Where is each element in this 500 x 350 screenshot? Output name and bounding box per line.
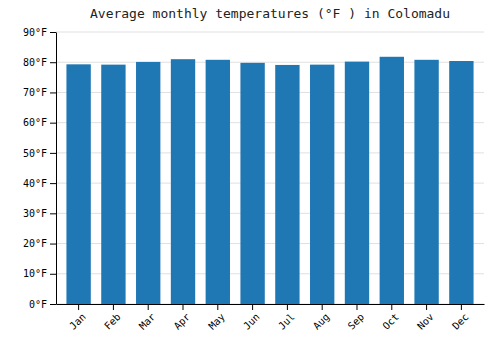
x-tick: Dec — [450, 304, 471, 332]
y-tick: 70°F — [23, 87, 56, 98]
x-tick-label: Sep — [346, 311, 367, 332]
y-tick-label: 0°F — [29, 299, 47, 310]
bar — [136, 62, 160, 304]
y-tick-label: 40°F — [23, 178, 47, 189]
x-tick-label: Jul — [276, 311, 297, 332]
grid — [56, 32, 484, 304]
x-tick-label: Feb — [102, 311, 123, 332]
y-tick-mark — [50, 244, 56, 245]
y-tick-label: 50°F — [23, 148, 47, 159]
x-tick-mark — [217, 304, 218, 310]
x-tick-label: Nov — [415, 311, 436, 332]
x-tick: Apr — [172, 304, 193, 332]
x-tick-mark — [322, 304, 323, 310]
y-axis-line — [56, 33, 57, 305]
x-tick-mark — [287, 304, 288, 310]
x-tick: Jul — [276, 304, 297, 332]
y-tick-mark — [50, 183, 56, 184]
y-tick-mark — [50, 92, 56, 93]
x-tick: May — [206, 304, 227, 332]
y-tick-label: 80°F — [23, 57, 47, 68]
y-tick-label: 10°F — [23, 268, 47, 279]
y-tick: 50°F — [23, 148, 56, 159]
bar — [101, 65, 125, 304]
x-tick-label: Aug — [311, 311, 332, 332]
y-tick-mark — [50, 213, 56, 214]
y-tick-label: 60°F — [23, 117, 47, 128]
bar — [310, 65, 334, 304]
x-tick-label: Mar — [137, 311, 158, 332]
x-tick-mark — [78, 304, 79, 310]
y-tick-mark — [50, 123, 56, 124]
x-tick-mark — [356, 304, 357, 310]
bar — [206, 60, 230, 304]
y-tick: 10°F — [23, 268, 56, 279]
y-tick: 80°F — [23, 57, 56, 68]
grid-line — [56, 32, 484, 33]
y-tick-mark — [50, 274, 56, 275]
x-tick-mark — [252, 304, 253, 310]
bar — [345, 62, 369, 304]
bar — [380, 57, 404, 304]
x-tick: Oct — [380, 304, 401, 332]
x-tick-mark — [391, 304, 392, 310]
x-tick: Jan — [67, 304, 88, 332]
y-tick: 60°F — [23, 117, 56, 128]
y-tick-label: 30°F — [23, 208, 47, 219]
bar — [275, 65, 299, 304]
x-tick-mark — [183, 304, 184, 310]
bar — [240, 63, 264, 304]
plot-area: 0°F 10°F 20°F 30°F 40°F 50°F 60°F 70°F 80°F 90°F J… — [23, 27, 485, 332]
x-tick: Aug — [311, 304, 332, 332]
chart-container: Average monthly temperatures (°F ) in Co… — [0, 0, 500, 350]
x-tick-mark — [148, 304, 149, 310]
x-tick-mark — [461, 304, 462, 310]
y-tick-mark — [50, 62, 56, 63]
y-tick-label: 70°F — [23, 87, 47, 98]
y-tick: 0°F — [29, 299, 56, 310]
chart-title: Average monthly temperatures (°F ) in Co… — [90, 6, 450, 21]
bar — [449, 61, 473, 304]
x-tick-label: Jan — [67, 311, 88, 332]
x-tick-label: Jun — [241, 311, 262, 332]
y-tick-mark — [50, 32, 56, 33]
x-tick: Feb — [102, 304, 123, 332]
bar — [414, 60, 438, 304]
x-tick-mark — [426, 304, 427, 310]
y-tick: 90°F — [23, 27, 56, 38]
x-tick: Mar — [137, 304, 158, 332]
x-tick-label: May — [206, 311, 227, 332]
x-tick-mark — [113, 304, 114, 310]
y-tick: 30°F — [23, 208, 56, 219]
bar — [171, 59, 195, 304]
x-tick: Sep — [346, 304, 367, 332]
y-tick: 20°F — [23, 238, 56, 249]
x-axis-line — [57, 304, 485, 305]
bar — [66, 64, 90, 304]
x-axis: Jan Feb Mar Apr May Jun Jul Aug Sep Oct Nov Dec — [57, 304, 485, 332]
chart-svg: Average monthly temperatures (°F ) in Co… — [0, 0, 500, 350]
y-tick: 40°F — [23, 178, 56, 189]
bars — [66, 57, 473, 304]
x-tick: Nov — [415, 304, 436, 332]
y-tick-mark — [50, 153, 56, 154]
x-tick-label: Oct — [380, 311, 401, 332]
x-tick-label: Apr — [172, 311, 193, 332]
y-tick-mark — [50, 304, 56, 305]
y-tick-label: 90°F — [23, 27, 47, 38]
x-tick: Jun — [241, 304, 262, 332]
y-tick-label: 20°F — [23, 238, 47, 249]
y-axis: 0°F 10°F 20°F 30°F 40°F 50°F 60°F 70°F 80°F 90°F — [23, 27, 57, 310]
x-tick-label: Dec — [450, 311, 471, 332]
